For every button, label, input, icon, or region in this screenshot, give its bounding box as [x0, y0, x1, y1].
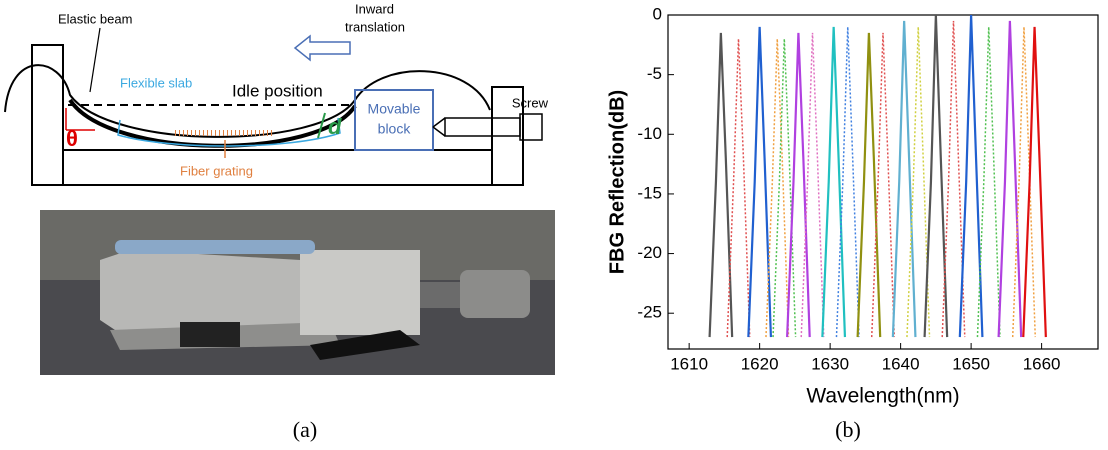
label: θ — [66, 126, 78, 151]
spectrum-line — [1011, 26, 1037, 338]
spectrum-line — [765, 38, 790, 338]
screw-knob — [519, 113, 543, 141]
spectrum-line — [821, 26, 847, 338]
elastic-beam — [4, 64, 491, 138]
label: Screw — [512, 95, 549, 110]
spectrum-line — [958, 14, 984, 338]
spectrum-line — [997, 20, 1023, 338]
spectrum-line — [708, 32, 734, 338]
translation-arrow — [293, 34, 351, 62]
y-tick-label: -5 — [647, 64, 662, 83]
label: block — [378, 121, 412, 137]
label: translation — [345, 19, 405, 34]
x-tick-label: 1660 — [1023, 354, 1061, 373]
base — [62, 149, 493, 186]
x-tick-label: 1620 — [741, 354, 779, 373]
x-tick-label: 1630 — [811, 354, 849, 373]
y-tick-label: -20 — [637, 243, 662, 262]
x-axis-title: Wavelength(nm) — [806, 385, 959, 408]
d-arrow — [317, 112, 326, 139]
spectrum-line — [870, 32, 896, 338]
spectrum-line — [856, 32, 882, 338]
y-tick-label: -25 — [637, 303, 662, 322]
spectrum-line — [1022, 26, 1047, 338]
label: d — [328, 114, 342, 139]
spectrum-line — [786, 32, 811, 338]
label: Inward — [355, 1, 394, 16]
label: Movable — [368, 101, 421, 117]
spectrum-chart: 0 -5 -10 -15 -20 -25 1610 1620 1630 1640 1650 1660 W… — [606, 4, 1099, 442]
spectrum-line — [835, 26, 860, 338]
spectrum-line — [747, 26, 773, 338]
spectrum-line — [891, 20, 917, 338]
x-tick-label: 1610 — [670, 354, 708, 373]
spectrum-line — [923, 14, 949, 338]
screw-shaft — [444, 117, 521, 137]
label: Idle position — [232, 81, 323, 100]
flexible-slab — [117, 117, 341, 147]
label: Fiber grating — [180, 163, 253, 178]
spectrum-line — [726, 38, 751, 338]
label: Elastic beam — [58, 11, 132, 26]
device-photo — [40, 210, 555, 375]
spectrum-line — [906, 26, 931, 338]
x-tick-label: 1650 — [952, 354, 990, 373]
caption: (a) — [293, 417, 317, 442]
spectrum-line — [941, 20, 966, 338]
caption: (b) — [835, 417, 861, 442]
plot-frame — [667, 14, 1099, 350]
y-axis-title: FBG Reflection(dB) — [606, 90, 628, 274]
left-post — [31, 44, 64, 186]
theta-angle — [65, 108, 95, 131]
screw-tip — [432, 117, 446, 137]
movable-block — [354, 89, 434, 151]
beam-pointer — [89, 27, 101, 93]
x-tick-label: 1640 — [882, 354, 920, 373]
y-tick-label: -10 — [637, 124, 662, 143]
spectrum-line — [800, 32, 825, 338]
device-diagram — [4, 27, 543, 186]
y-tick-label: 0 — [653, 4, 662, 23]
spectrum-line — [976, 26, 1001, 338]
y-tick-label: -15 — [637, 183, 662, 202]
label: Flexible slab — [120, 75, 192, 90]
